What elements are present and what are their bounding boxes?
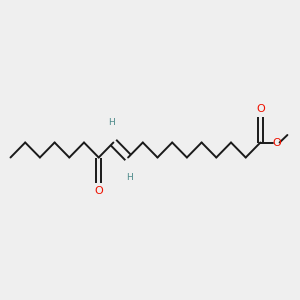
- Text: H: H: [126, 172, 133, 182]
- Text: O: O: [272, 137, 281, 148]
- Text: H: H: [109, 118, 115, 127]
- Text: O: O: [256, 103, 265, 114]
- Text: O: O: [94, 186, 103, 197]
